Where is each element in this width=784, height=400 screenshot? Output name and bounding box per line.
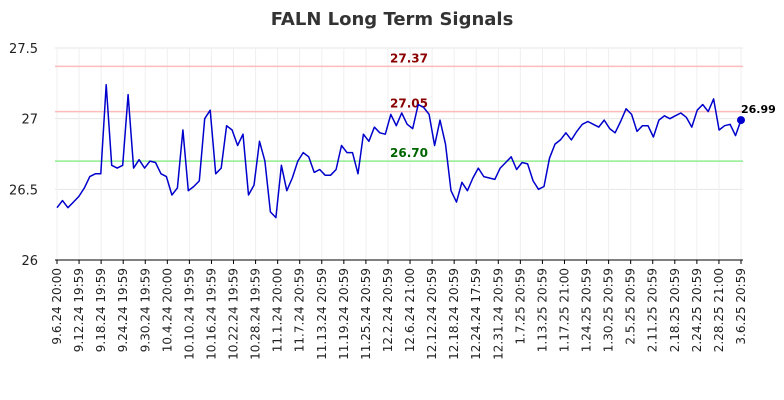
x-axis-ticks: 9.6.24 20:00 9.12.24 19:59 9.18.24 19:59 9.…: [50, 260, 748, 360]
series-lines: [56, 83, 742, 219]
last-value-label: 26.99: [741, 103, 776, 116]
x-tick-label: 12.6.24 21:00: [403, 268, 417, 352]
grid: [55, 47, 743, 261]
x-tick-label: 9.18.24 19:59: [94, 268, 108, 352]
signal-label: 26.70: [390, 146, 428, 160]
x-tick-label: 10.10.24 19:59: [182, 268, 196, 360]
x-tick-label: 1.7.25 20:59: [513, 268, 527, 345]
x-tick-label: 12.12.24 20:59: [425, 268, 439, 360]
x-tick-label: 1.30.25 20:59: [602, 268, 616, 352]
x-tick-label: 9.24.24 19:59: [116, 268, 130, 352]
x-tick-label: 9.30.24 19:59: [138, 268, 152, 352]
x-tick-label: 1.13.25 20:59: [535, 268, 549, 352]
x-tick-label: 2.11.25 20:59: [646, 268, 660, 352]
x-tick-label: 11.19.24 20:59: [337, 268, 351, 360]
signal-label: 27.37: [390, 51, 428, 65]
x-tick-label: 2.28.25 21:00: [712, 268, 726, 352]
chart-title: FALN Long Term Signals: [271, 9, 514, 30]
x-tick-label: 2.18.25 20:59: [668, 268, 682, 352]
x-tick-label: 10.4.24 20:00: [160, 268, 174, 352]
x-tick-label: 11.13.24 20:59: [315, 268, 329, 360]
x-tick-label: 11.7.24 20:59: [293, 268, 307, 352]
x-tick-label: 12.24.24 17:59: [469, 268, 483, 360]
x-tick-label: 1.24.25 20:59: [580, 268, 594, 352]
last-value-marker: [737, 116, 745, 125]
y-axis-ticks: 26 26.5 27 27.5: [9, 42, 38, 269]
x-tick-label: 10.16.24 19:59: [204, 268, 218, 360]
price-line: [56, 83, 742, 219]
y-tick-label: 27: [21, 113, 38, 128]
x-tick-label: 3.6.25 20:59: [734, 268, 748, 345]
x-tick-label: 2.5.25 20:59: [624, 268, 638, 345]
x-tick-label: 10.22.24 19:59: [227, 268, 241, 360]
x-tick-label: 9.12.24 19:59: [72, 268, 86, 352]
x-tick-label: 2.24.25 20:59: [690, 268, 704, 352]
x-tick-label: 11.1.24 20:00: [271, 268, 285, 352]
x-tick-label: 12.2.24 20:59: [381, 268, 395, 352]
x-tick-label: 9.6.24 20:00: [50, 268, 64, 345]
last-value: 26.99: [737, 103, 776, 125]
y-tick-label: 27.5: [9, 42, 38, 57]
x-tick-label: 12.31.24 20:59: [491, 268, 505, 360]
signal-lines: 27.37 27.05 26.70: [55, 51, 743, 162]
signal-label: 27.05: [390, 97, 428, 111]
x-tick-label: 10.28.24 19:59: [249, 268, 263, 360]
x-tick-label: 1.17.25 21:00: [557, 268, 571, 352]
y-tick-label: 26: [21, 254, 38, 269]
y-tick-label: 26.5: [9, 183, 38, 198]
x-tick-label: 11.25.24 20:59: [359, 268, 373, 360]
x-tick-label: 12.18.24 20:59: [447, 268, 461, 360]
